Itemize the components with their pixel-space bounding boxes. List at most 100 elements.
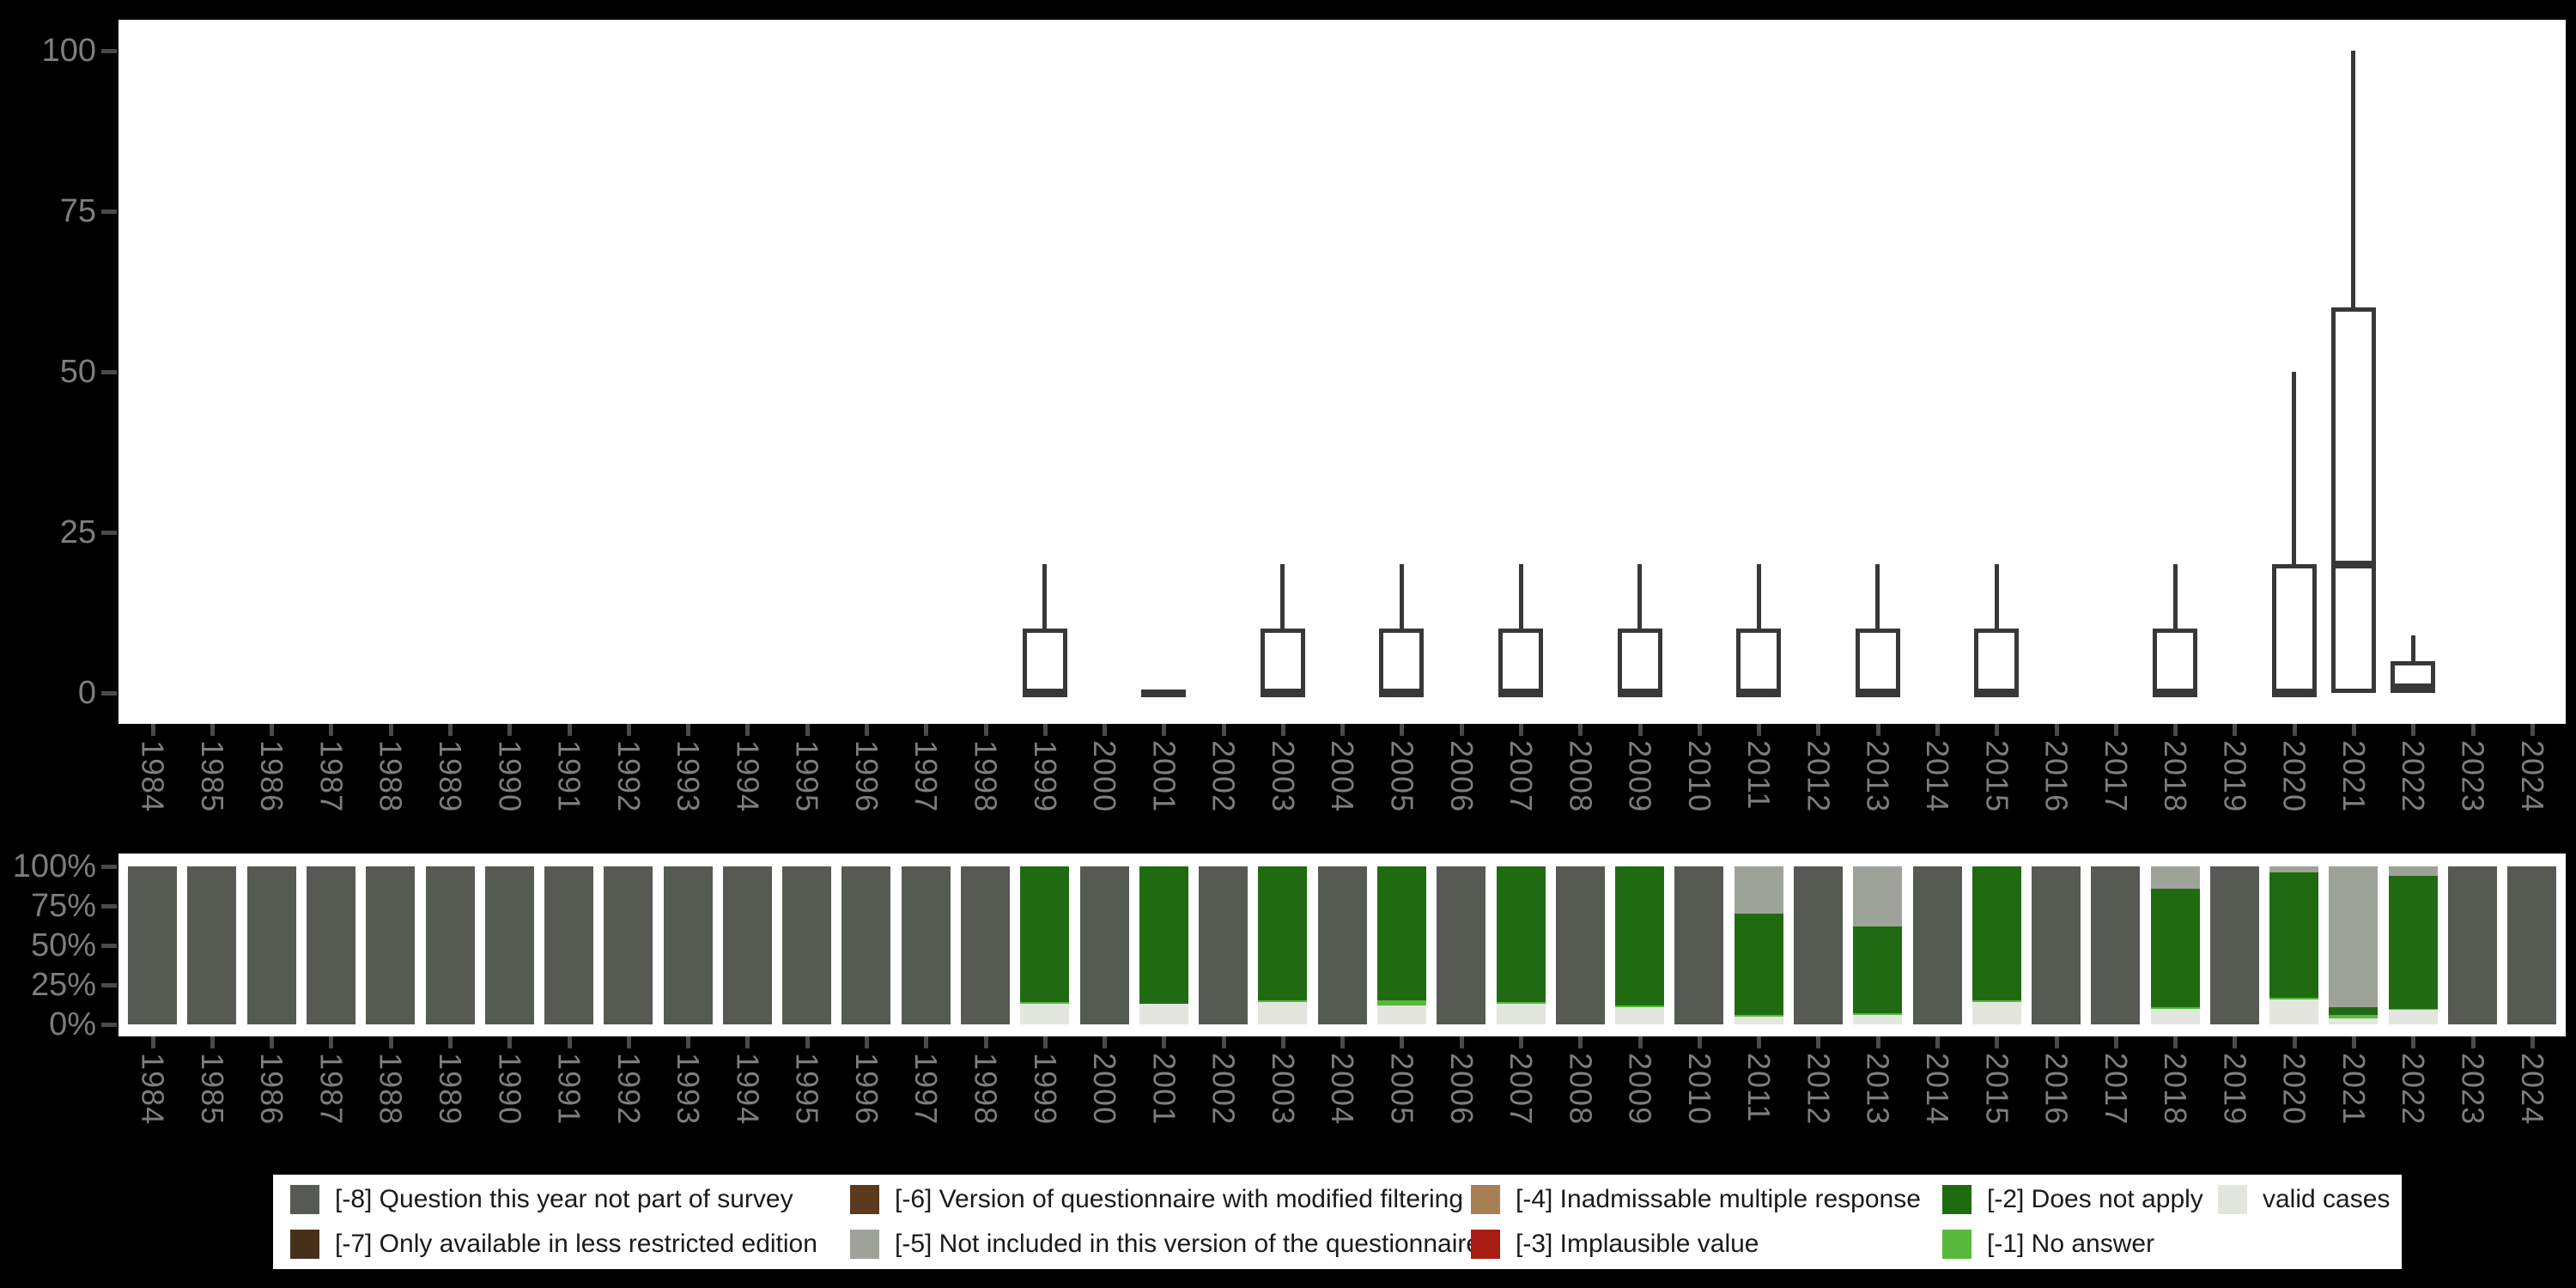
bar-segment xyxy=(246,866,296,1024)
x-axis-tick xyxy=(1875,724,1880,736)
x-axis-tick xyxy=(329,1036,334,1048)
x-axis-year-label: 1993 xyxy=(671,740,707,813)
y-axis-tick xyxy=(101,904,117,908)
x-axis-tick xyxy=(1162,1036,1167,1048)
x-axis-year-label: 2020 xyxy=(2276,1053,2312,1126)
bar-segment xyxy=(1971,1002,2021,1024)
y-axis-tick xyxy=(101,210,117,214)
bar-segment xyxy=(2150,888,2200,1007)
x-axis-tick xyxy=(270,724,275,736)
x-axis-tick xyxy=(805,1036,810,1048)
legend-label: [-1] No answer xyxy=(1987,1230,2155,1258)
x-axis-year-label: 1987 xyxy=(313,1053,349,1126)
x-axis-year-label: 1999 xyxy=(1027,1053,1063,1126)
y-axis-label: 25 xyxy=(59,514,96,550)
x-axis-tick xyxy=(2113,1036,2118,1048)
x-axis-year-label: 2011 xyxy=(1741,1053,1777,1123)
boxplot-median xyxy=(1498,690,1544,697)
bar-segment xyxy=(2329,1014,2379,1018)
x-axis-year-label: 2002 xyxy=(1206,1053,1242,1126)
x-axis-year-label: 2013 xyxy=(1860,1053,1896,1126)
boxplot-median xyxy=(2271,690,2317,697)
bar-segment xyxy=(2150,866,2200,889)
x-axis-tick xyxy=(2113,724,2118,736)
x-axis-tick xyxy=(2351,1036,2356,1048)
x-axis-year-label: 1985 xyxy=(194,1053,230,1126)
x-axis-tick xyxy=(1637,724,1643,736)
boxplot-upper-whisker xyxy=(1994,564,1999,629)
x-axis-tick xyxy=(1340,1036,1346,1048)
y-axis-tick xyxy=(101,1023,117,1027)
bar-segment xyxy=(1376,1000,1426,1005)
x-axis-year-label: 2010 xyxy=(1681,740,1717,813)
bar-segment xyxy=(901,866,951,1024)
boxplot-box xyxy=(1498,629,1544,693)
x-axis-tick xyxy=(983,724,988,736)
boxplot-median xyxy=(1260,690,1305,697)
x-axis-tick xyxy=(1935,1036,1940,1048)
x-axis-tick xyxy=(1103,724,1108,736)
legend-label: [-6] Version of questionnaire with modif… xyxy=(895,1185,1464,1213)
x-axis-tick xyxy=(2292,1036,2297,1048)
x-axis-tick xyxy=(388,1036,393,1048)
x-axis-year-label: 2000 xyxy=(1087,1053,1123,1126)
x-axis-year-label: 1987 xyxy=(313,740,349,813)
x-axis-tick xyxy=(2173,1036,2178,1048)
x-axis-tick xyxy=(686,724,691,736)
bar-segment xyxy=(1555,866,1605,1024)
boxplot-median xyxy=(1022,690,1067,697)
x-axis-year-label: 2010 xyxy=(1681,1053,1717,1126)
bar-segment xyxy=(1615,1006,1665,1024)
x-axis-tick xyxy=(1816,1036,1821,1048)
y-axis-label: 0 xyxy=(77,675,96,711)
x-axis-year-label: 1991 xyxy=(551,740,587,813)
bar-segment xyxy=(1258,1002,1308,1024)
bar-segment xyxy=(1496,866,1546,1003)
x-axis-tick xyxy=(864,724,869,736)
boxplot-median xyxy=(1617,690,1662,697)
bar-segment xyxy=(1793,866,1843,1024)
x-axis-tick xyxy=(1757,1036,1762,1048)
boxplot-upper-whisker xyxy=(1875,564,1880,629)
x-axis-tick xyxy=(1042,724,1048,736)
bar-segment xyxy=(1317,866,1367,1024)
x-axis-tick xyxy=(626,724,631,736)
y-axis-label: 75% xyxy=(30,888,96,924)
legend-swatch xyxy=(850,1230,879,1259)
bar-segment xyxy=(1615,1005,1665,1007)
x-axis-year-label: 2015 xyxy=(1979,740,2015,813)
x-axis-tick xyxy=(1995,724,2000,736)
boxplot-upper-whisker xyxy=(2351,51,2356,308)
bar-segment xyxy=(1734,1016,1783,1024)
boxplot-upper-whisker xyxy=(1280,564,1285,629)
y-axis-tick xyxy=(101,370,117,374)
bar-segment xyxy=(663,866,713,1024)
x-axis-year-label: 2007 xyxy=(1504,740,1540,813)
boxplot-upper-whisker xyxy=(1518,564,1523,629)
x-axis-year-label: 2022 xyxy=(2396,1053,2432,1126)
bar-segment xyxy=(1734,1014,1783,1017)
bar-segment xyxy=(782,866,832,1024)
legend-swatch xyxy=(1471,1185,1500,1214)
bar-segment xyxy=(1020,1002,1070,1005)
x-axis-tick xyxy=(1578,724,1583,736)
x-axis-year-label: 1992 xyxy=(611,1053,647,1126)
x-axis-year-label: 2021 xyxy=(2336,740,2372,813)
bar-segment xyxy=(722,866,772,1024)
bar-segment xyxy=(1674,866,1724,1024)
boxplot-box xyxy=(2330,307,2376,693)
y-axis-label: 50 xyxy=(59,354,96,390)
x-axis-year-label: 1996 xyxy=(848,1053,884,1126)
x-axis-tick xyxy=(1578,1036,1583,1048)
boxplot-upper-whisker xyxy=(1042,564,1048,629)
boxplot-median xyxy=(1974,690,2020,697)
x-axis-tick xyxy=(1221,1036,1226,1048)
x-axis-tick xyxy=(2054,724,2059,736)
x-axis-year-label: 2014 xyxy=(1920,740,1955,813)
legend-label: [-8] Question this year not part of surv… xyxy=(335,1185,793,1213)
x-axis-year-label: 2005 xyxy=(1384,740,1420,813)
x-axis-tick xyxy=(1340,724,1346,736)
boxplot-upper-whisker xyxy=(1399,564,1404,629)
y-axis-label: 50% xyxy=(30,927,96,963)
x-axis-tick xyxy=(210,1036,215,1048)
